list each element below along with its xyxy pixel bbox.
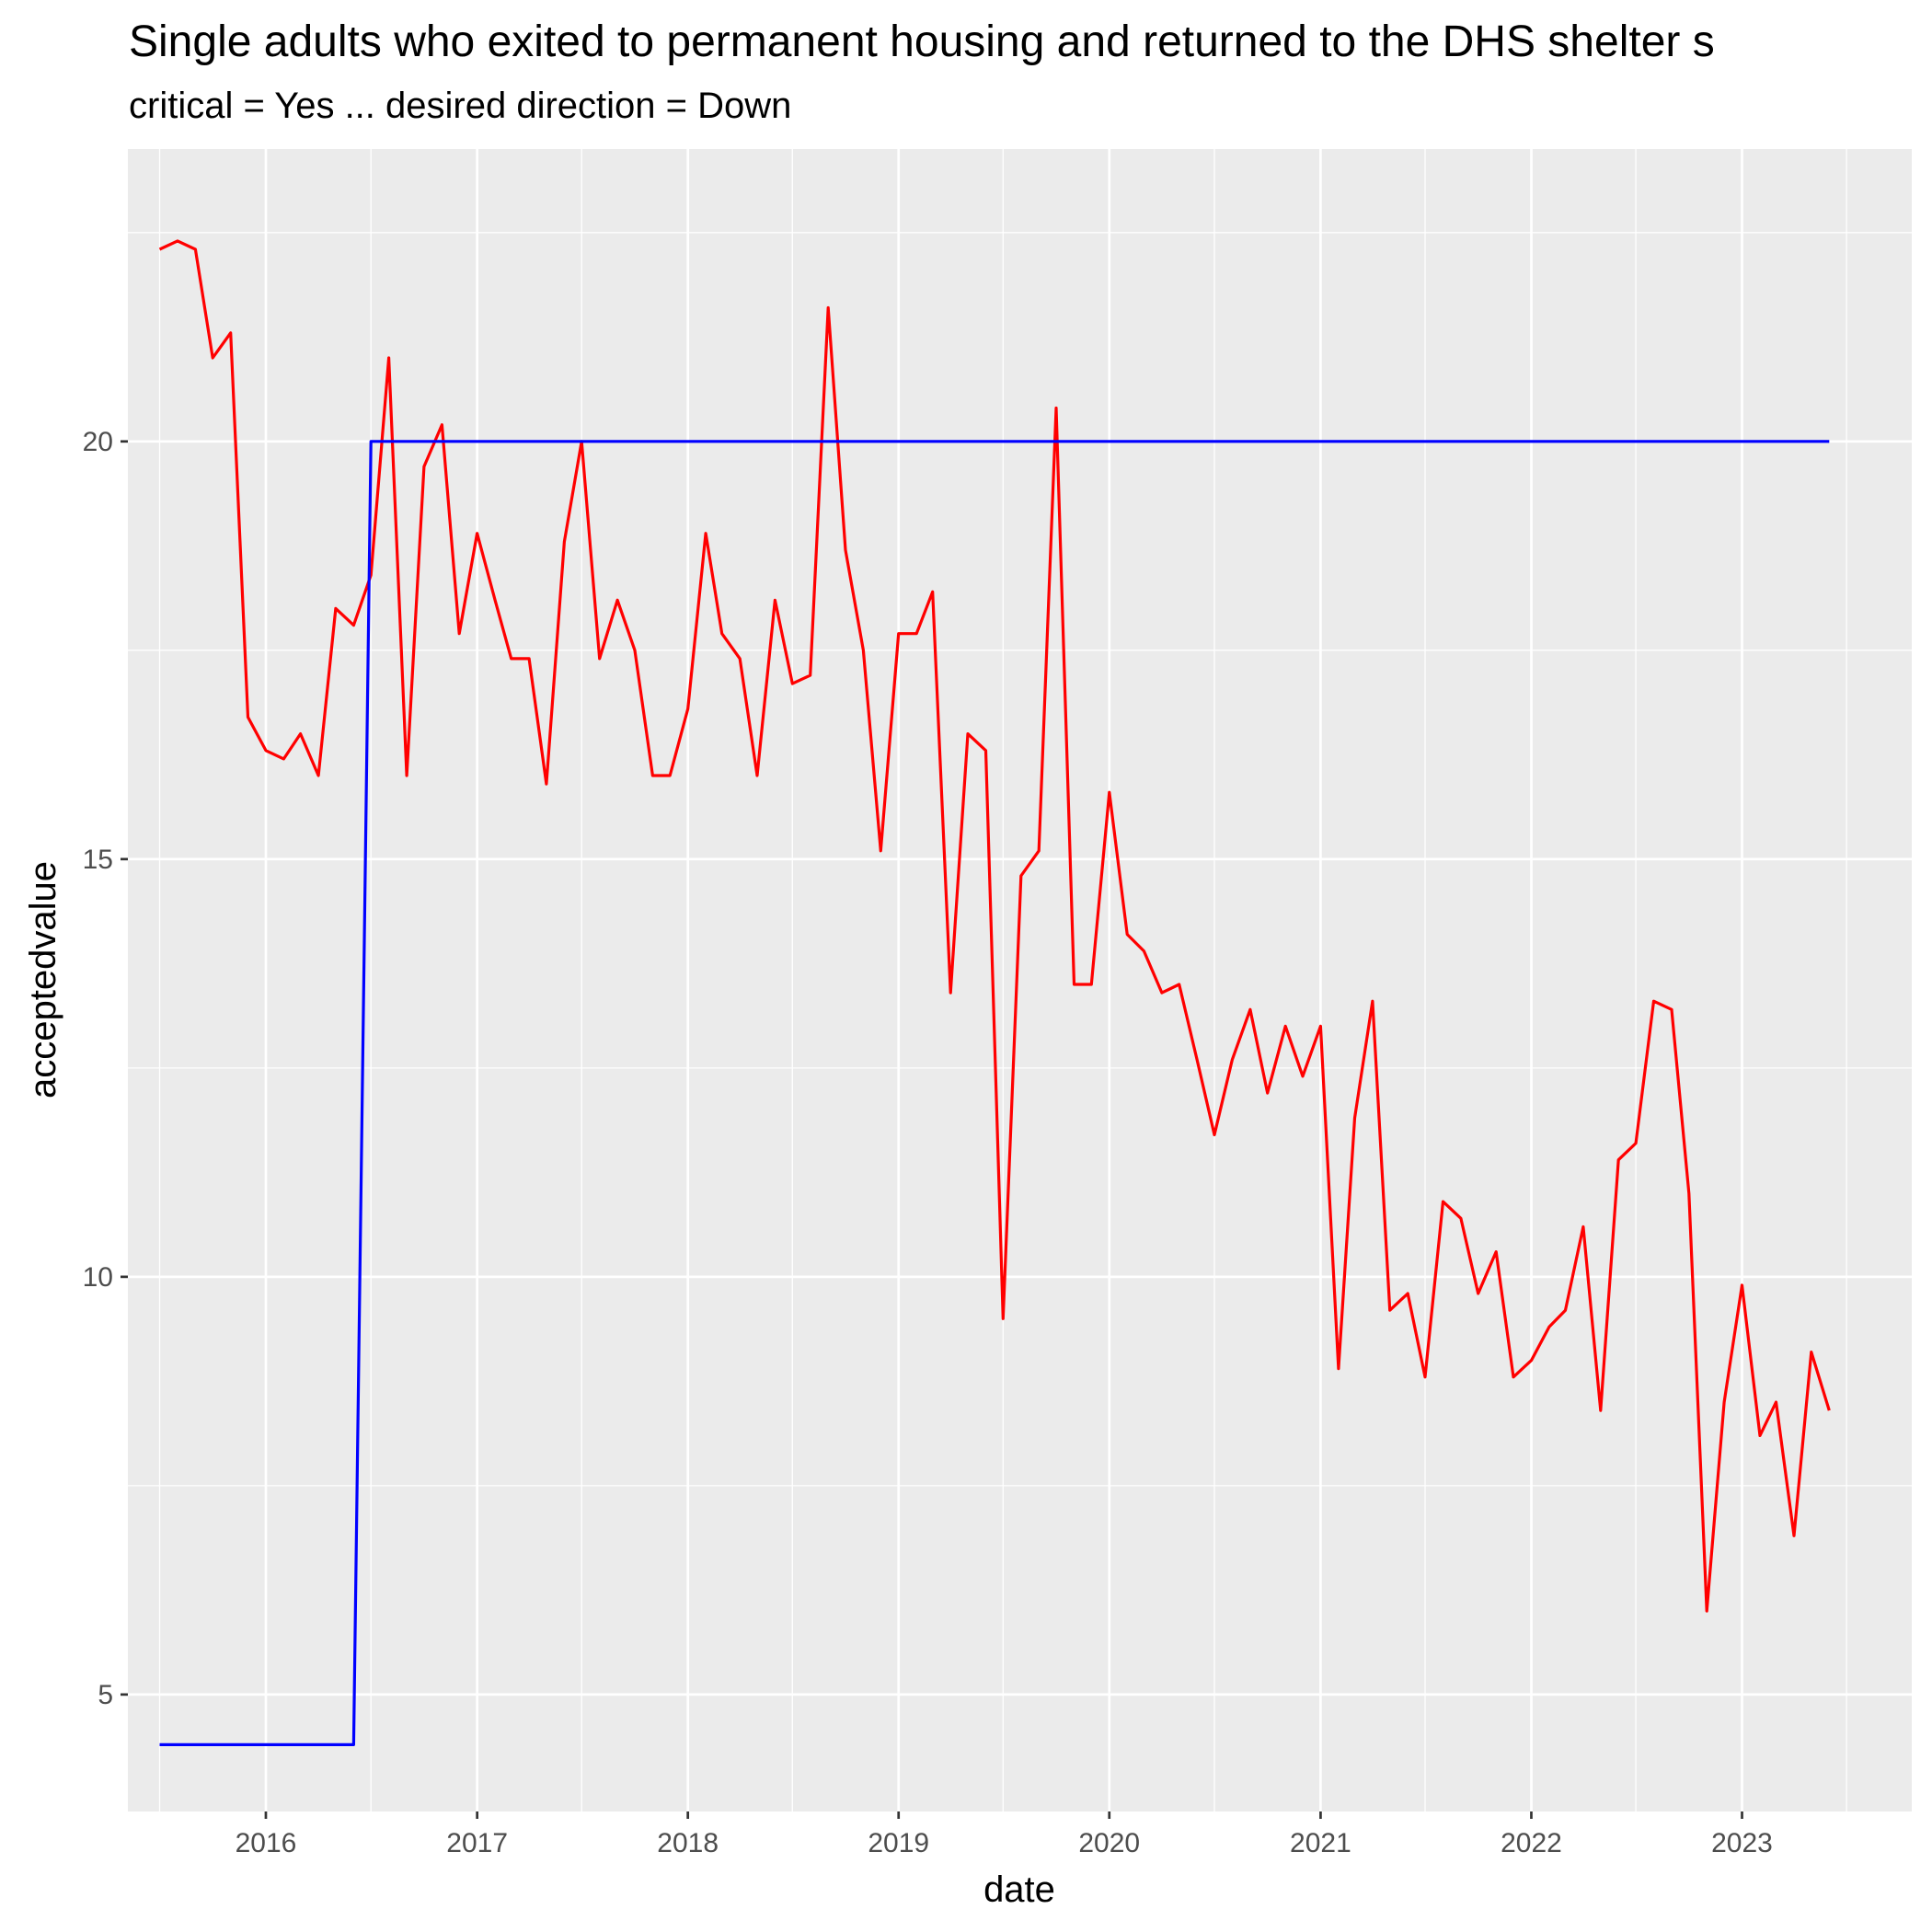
- axes: 5 10 15 20 2016 2017 2018 2019 2020 2021 2022 2023: [83, 427, 1773, 1858]
- series-line-2: [159, 440, 1830, 1747]
- y-tick-label: 5: [98, 1680, 113, 1710]
- x-tick-label: 2022: [1501, 1828, 1562, 1858]
- x-tick-label: 2018: [657, 1828, 719, 1858]
- y-tick-label: 10: [83, 1262, 113, 1293]
- data-series: [158, 239, 1831, 1747]
- chart-subtitle: critical = Yes ... desired direction = D…: [129, 86, 791, 126]
- x-tick-label: 2019: [868, 1828, 929, 1858]
- x-tick-label: 2020: [1078, 1828, 1140, 1858]
- chart-title: Single adults who exited to permanent ho…: [129, 17, 1715, 66]
- x-tick-label: 2021: [1290, 1828, 1351, 1858]
- series-line-1: [158, 239, 1831, 1613]
- grid-lines: [128, 149, 1912, 1811]
- x-tick-label: 2016: [236, 1828, 297, 1858]
- y-axis-title: acceptedvalue: [23, 861, 63, 1098]
- x-tick-label: 2023: [1711, 1828, 1773, 1858]
- plot-panel: [128, 149, 1912, 1811]
- x-tick-label: 2017: [446, 1828, 508, 1858]
- y-tick-label: 15: [83, 845, 113, 875]
- y-tick-label: 20: [83, 427, 113, 457]
- x-axis-title: date: [983, 1869, 1055, 1910]
